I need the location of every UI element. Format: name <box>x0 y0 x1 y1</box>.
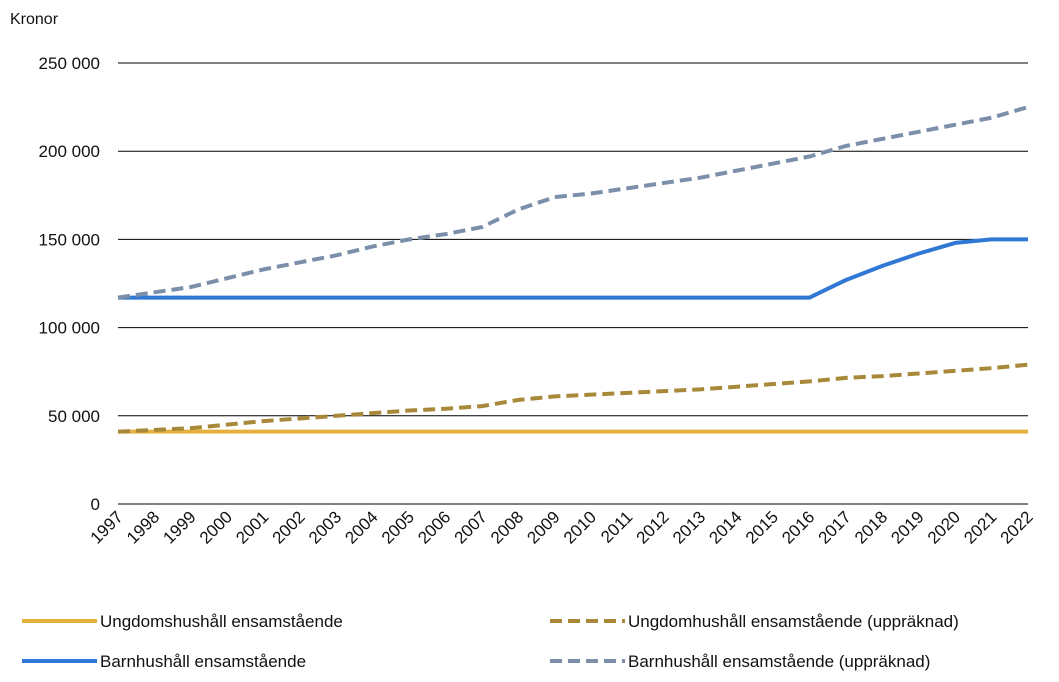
x-tick-label: 2007 <box>451 507 491 547</box>
x-tick-label: 2021 <box>960 507 1000 547</box>
x-tick-label: 2004 <box>341 507 381 547</box>
x-tick-label: 2002 <box>269 507 309 547</box>
line-series <box>117 105 1029 300</box>
y-tick-label: 250 000 <box>39 54 100 73</box>
legend-label: Ungdomshushåll ensamstående <box>100 612 343 631</box>
x-tick-label: 2013 <box>669 507 709 547</box>
x-tick-label: 2011 <box>597 507 636 546</box>
legend-label: Barnhushåll ensamstående (uppräknad) <box>628 652 930 671</box>
y-tick-label: 200 000 <box>39 142 100 161</box>
x-tick-label: 2009 <box>523 507 563 547</box>
x-tick-label: 2006 <box>414 507 454 547</box>
x-tick-label: 2005 <box>378 507 418 547</box>
y-tick-label: 50 000 <box>48 407 100 426</box>
x-tick-label: 2001 <box>232 507 272 547</box>
x-tick-label: 1999 <box>159 507 199 547</box>
x-tick-label: 2008 <box>487 507 527 547</box>
x-tick-label: 2010 <box>560 507 600 547</box>
x-tick-label: 2014 <box>705 507 745 547</box>
x-tick-label: 2016 <box>778 507 818 547</box>
x-tick-label: 2017 <box>815 507 855 547</box>
line-series <box>118 237 1028 300</box>
x-tick-label: 2003 <box>305 507 345 547</box>
y-axis-label: Kronor <box>10 11 59 28</box>
legend-label: Barnhushåll ensamstående <box>100 652 306 671</box>
x-tick-label: 2022 <box>997 507 1037 547</box>
y-tick-label: 100 000 <box>39 319 100 338</box>
x-tick-label: 2012 <box>633 507 673 547</box>
x-tick-label: 2020 <box>924 507 964 547</box>
y-tick-label: 0 <box>91 495 100 514</box>
y-tick-label: 150 000 <box>39 230 100 249</box>
x-tick-label: 2019 <box>887 507 927 547</box>
x-tick-label: 2000 <box>196 507 236 547</box>
x-tick-label: 2015 <box>742 507 782 547</box>
legend-label: Ungdomhushåll ensamstående (uppräknad) <box>628 612 959 631</box>
x-tick-label: 1998 <box>123 507 163 547</box>
line-series <box>117 362 1029 434</box>
x-tick-label: 2018 <box>851 507 891 547</box>
